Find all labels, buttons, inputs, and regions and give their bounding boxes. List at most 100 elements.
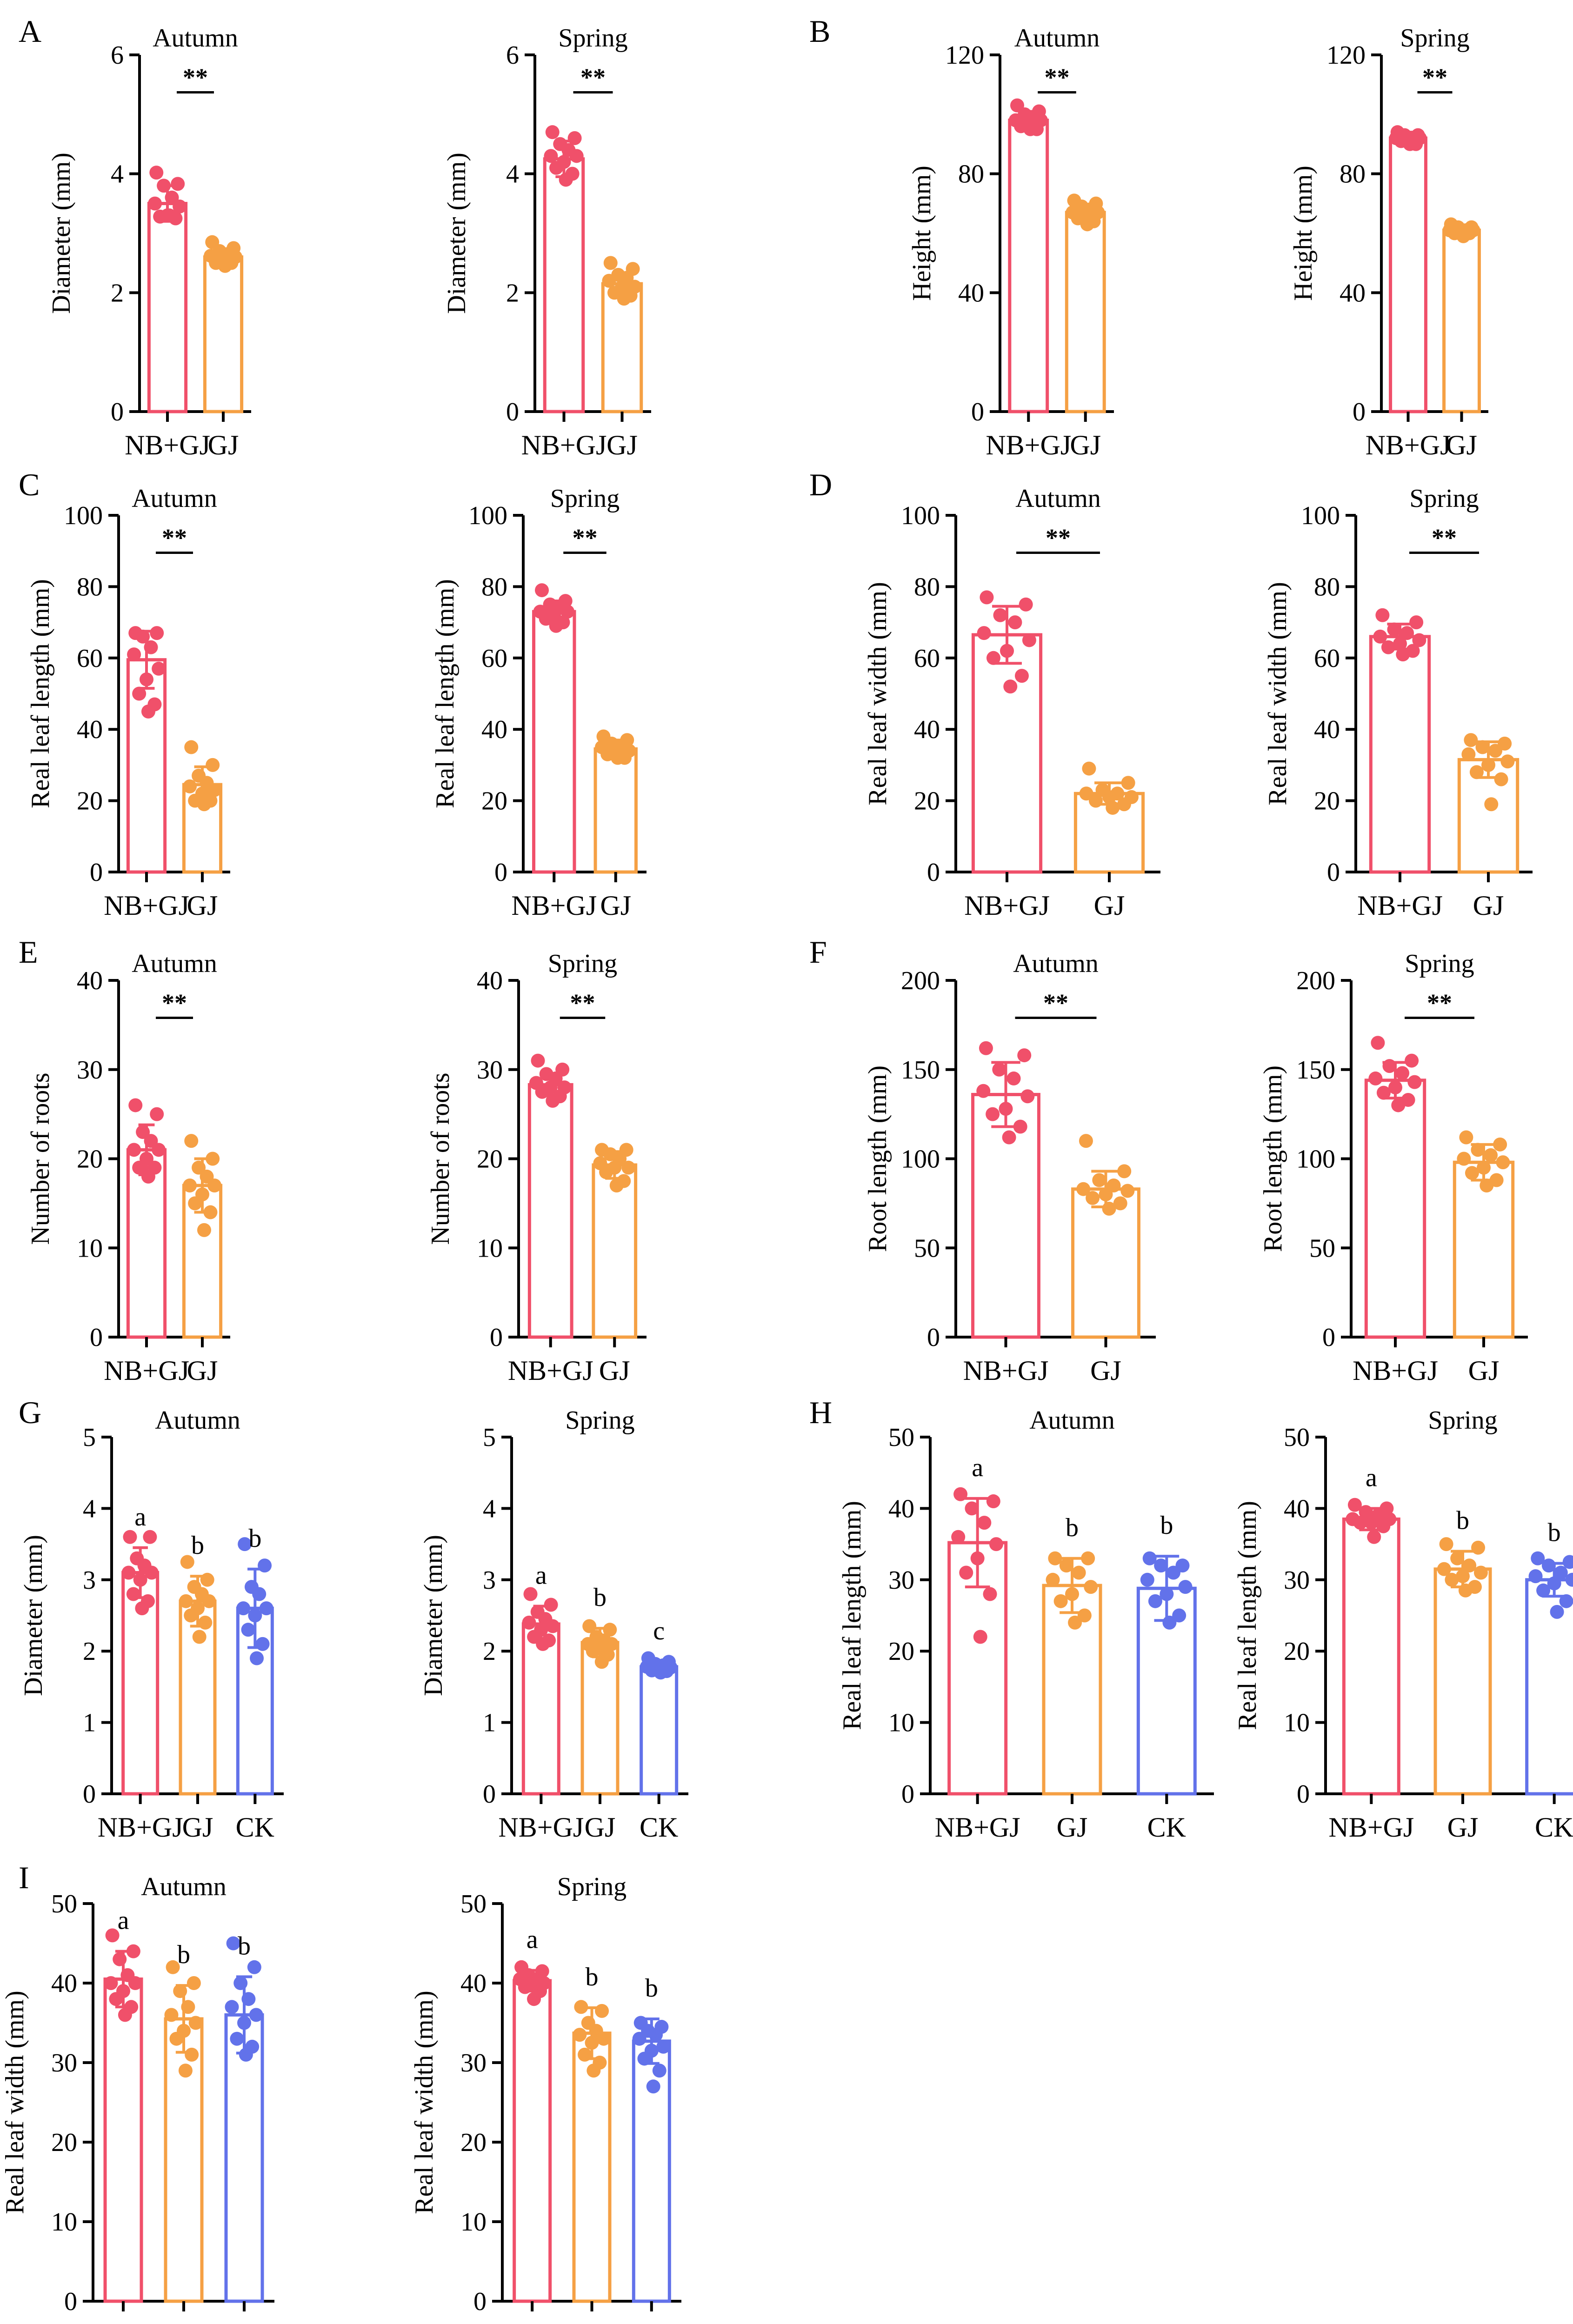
data-point-ck <box>1528 1569 1543 1584</box>
data-point-gj <box>1480 1179 1494 1193</box>
data-point-gj <box>1477 1160 1491 1175</box>
x-tick-label: GJ <box>168 2319 200 2324</box>
data-point-gj <box>218 259 232 273</box>
data-point-nb-gj <box>149 166 164 180</box>
bar-nb-gj <box>513 1979 552 2303</box>
sig-letter: b <box>586 1963 599 1991</box>
data-point-gj <box>605 1637 619 1651</box>
bar-nb-gj <box>1364 1079 1426 1339</box>
y-axis-label: Real leaf length (mm) <box>26 579 55 808</box>
sig-letter: b <box>191 1531 204 1560</box>
data-point-gj <box>188 2016 203 2030</box>
panel-letter: A <box>19 13 41 49</box>
x-tick-label: NB+GJ <box>125 430 210 460</box>
data-point-ck <box>1531 1551 1545 1565</box>
data-point-gj <box>192 1160 206 1175</box>
data-point-ck <box>238 1537 252 1552</box>
x-tick-label: CK <box>236 1812 274 1843</box>
y-tick-label: 80 <box>1314 573 1340 601</box>
y-tick-label: 40 <box>888 1494 914 1523</box>
data-point-gj <box>1484 1148 1498 1162</box>
y-tick-label: 150 <box>1296 1056 1335 1085</box>
y-axis-label: Real leaf width (mm) <box>863 582 892 806</box>
y-tick-label: 60 <box>77 644 103 673</box>
y-tick-label: 0 <box>473 2287 487 2316</box>
x-tick-label: GJ <box>1057 1812 1088 1843</box>
data-point-nb-gj <box>1023 122 1038 136</box>
data-point-gj <box>200 1572 214 1587</box>
chart-panel-5: C Autumn 0 20 40 60 80 100 Real leaf length (mm)… <box>19 467 230 921</box>
x-tick-label: GJ <box>1094 890 1125 921</box>
data-point-nb-gj <box>173 199 187 213</box>
y-tick-label: 0 <box>971 398 984 426</box>
data-point-nb-gj <box>1368 1071 1383 1085</box>
data-point-gj <box>198 1615 213 1630</box>
data-point-nb-gj <box>560 605 575 619</box>
data-point-gj <box>1088 793 1103 808</box>
data-point-nb-gj <box>171 177 185 191</box>
data-point-gj <box>1102 790 1116 804</box>
data-point-gj <box>1459 1130 1473 1145</box>
chart-title: Spring <box>1405 949 1474 978</box>
data-point-ck <box>230 2031 244 2046</box>
data-point-gj <box>1481 758 1495 772</box>
data-point-ck <box>1541 1558 1556 1573</box>
y-tick-label: 0 <box>111 398 124 426</box>
significance-marker: ** <box>570 989 595 1017</box>
data-point-nb-gj <box>1403 137 1417 151</box>
y-tick-label: 40 <box>460 1969 487 1998</box>
y-tick-label: 80 <box>77 573 103 601</box>
y-tick-label: 20 <box>51 2128 77 2157</box>
data-point-gj <box>609 1179 624 1193</box>
y-tick-label: 30 <box>51 2049 77 2078</box>
data-point-gj <box>586 1644 600 1658</box>
data-point-ck <box>649 2028 663 2042</box>
y-tick-label: 100 <box>901 501 940 530</box>
chart-panel-11: F Autumn 0 50 100 150 200 Root length (mm) NB+GJ… <box>809 934 1156 1386</box>
y-tick-label: 10 <box>460 2208 487 2237</box>
data-point-ck <box>1148 1594 1162 1608</box>
data-point-nb-gj <box>145 1565 159 1580</box>
data-point-ck <box>252 1587 267 1601</box>
chart-panel-8: Spring 0 20 40 60 80 100 Real leaf width (mm) NB… <box>1263 484 1533 921</box>
data-point-nb-gj <box>970 1551 985 1565</box>
x-tick-label: CK <box>632 2319 671 2324</box>
chart-panel-2: Spring 0 2 4 6 Diameter (mm) NB+GJ GJ ** <box>442 24 651 460</box>
panel-letter: I <box>19 1860 29 1895</box>
y-tick-label: 3 <box>483 1566 496 1595</box>
data-point-nb-gj <box>1006 1071 1021 1085</box>
data-point-nb-gj <box>1376 1519 1391 1533</box>
y-axis-label: Number of roots <box>426 1072 455 1245</box>
data-point-gj <box>1462 1558 1477 1573</box>
data-point-nb-gj <box>126 1944 140 1958</box>
x-tick-label: NB+GJ <box>1357 890 1443 921</box>
x-tick-label: CK <box>225 2319 263 2324</box>
data-point-nb-gj <box>118 2008 132 2022</box>
x-tick-label: GJ <box>576 2319 607 2324</box>
data-point-nb-gj <box>986 651 1000 665</box>
y-tick-label: 10 <box>1284 1709 1310 1738</box>
data-point-ck <box>250 1651 264 1665</box>
y-tick-label: 40 <box>77 966 103 995</box>
data-point-nb-gj <box>136 629 150 644</box>
y-tick-label: 10 <box>51 2208 77 2237</box>
y-tick-label: 30 <box>77 1056 103 1085</box>
y-tick-label: 80 <box>914 573 940 601</box>
x-tick-label: NB+GJ <box>498 1812 584 1843</box>
y-axis-label: Real leaf width (mm) <box>0 1991 29 2214</box>
data-point-ck <box>1536 1583 1551 1598</box>
y-axis-label: Diameter (mm) <box>47 153 76 314</box>
bar-ck <box>640 1665 679 1796</box>
x-tick-label: NB+GJ <box>1353 1355 1438 1386</box>
chart-title: Spring <box>1428 1406 1497 1435</box>
data-point-nb-gj <box>545 125 560 140</box>
y-tick-label: 50 <box>460 1890 487 1918</box>
bar-ck <box>1525 1578 1573 1796</box>
data-point-nb-gj <box>953 1487 968 1501</box>
data-point-nb-gj <box>1405 1053 1419 1068</box>
data-point-gj <box>202 1594 216 1608</box>
panel-letter: F <box>809 934 827 970</box>
data-point-gj <box>594 1655 609 1669</box>
data-point-gj <box>1077 1608 1092 1623</box>
data-point-gj <box>611 751 625 765</box>
